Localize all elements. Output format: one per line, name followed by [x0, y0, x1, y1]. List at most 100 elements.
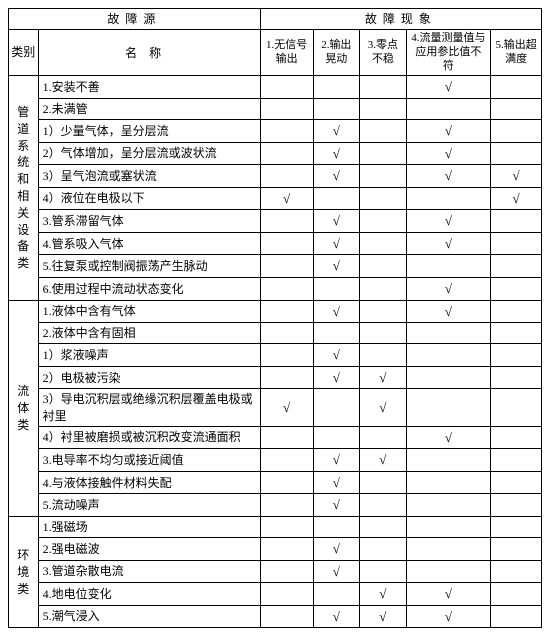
check-cell: [360, 560, 407, 583]
check-cell: [260, 278, 313, 301]
check-cell: [491, 278, 542, 301]
check-cell: [360, 165, 407, 188]
category-cell: 管道系统和相关设备类: [9, 76, 39, 300]
name-cell: 1）少量气体，呈分层流: [38, 120, 260, 143]
check-cell: [406, 449, 491, 472]
check-cell: [360, 426, 407, 449]
check-cell: [406, 471, 491, 494]
name-cell: 1.强磁场: [38, 516, 260, 537]
check-cell: [313, 426, 360, 449]
check-cell: [360, 76, 407, 99]
name-cell: 5.往复泵或控制阀振荡产生脉动: [38, 255, 260, 278]
name-cell: 4.管系吸入气体: [38, 232, 260, 255]
col-5: 5.输出超满度: [491, 30, 542, 76]
check-cell: [360, 538, 407, 561]
category-cell: 流体类: [9, 300, 39, 516]
check-cell: [260, 255, 313, 278]
name-cell: 4）衬里被磨损或被沉积改变流通面积: [38, 426, 260, 449]
check-cell: [260, 560, 313, 583]
check-cell: √: [406, 300, 491, 323]
check-cell: [260, 449, 313, 472]
table-row: 环境类1.强磁场: [9, 516, 542, 537]
check-cell: [360, 187, 407, 210]
check-cell: [491, 323, 542, 344]
check-cell: [360, 120, 407, 143]
name-cell: 3.管道杂散电流: [38, 560, 260, 583]
check-cell: [491, 605, 542, 628]
check-cell: √: [313, 471, 360, 494]
table-row: 3.管系滞留气体√√: [9, 210, 542, 233]
check-cell: [260, 426, 313, 449]
table-row: 2.液体中含有固相: [9, 323, 542, 344]
check-cell: √: [313, 538, 360, 561]
check-cell: [260, 232, 313, 255]
header-name: 名称: [38, 30, 260, 76]
name-cell: 3）呈气泡流或塞状流: [38, 165, 260, 188]
check-cell: [360, 516, 407, 537]
name-cell: 2.强电磁波: [38, 538, 260, 561]
check-cell: [406, 187, 491, 210]
header-row-2: 类别 名称 1.无信号输出 2.输出晃动 3.零点不稳 4.流量测量值与应用参比…: [9, 30, 542, 76]
check-cell: [260, 344, 313, 367]
check-cell: [360, 98, 407, 119]
check-cell: [260, 366, 313, 389]
check-cell: [491, 494, 542, 517]
check-cell: [491, 98, 542, 119]
header-symptom: 故障现象: [260, 9, 541, 30]
check-cell: [406, 366, 491, 389]
check-cell: [313, 187, 360, 210]
check-cell: √: [313, 300, 360, 323]
name-cell: 3）导电沉积层或绝缘沉积层覆盖电极或衬里: [38, 389, 260, 426]
check-cell: √: [313, 232, 360, 255]
name-cell: 4.地电位变化: [38, 583, 260, 606]
name-cell: 5.流动噪声: [38, 494, 260, 517]
name-cell: 2.液体中含有固相: [38, 323, 260, 344]
check-cell: [491, 449, 542, 472]
check-cell: √: [260, 187, 313, 210]
check-cell: [260, 120, 313, 143]
col-3: 3.零点不稳: [360, 30, 407, 76]
check-cell: [491, 232, 542, 255]
check-cell: [491, 538, 542, 561]
table-row: 3.管道杂散电流√: [9, 560, 542, 583]
table-row: 4）衬里被磨损或被沉积改变流通面积√: [9, 426, 542, 449]
check-cell: [260, 471, 313, 494]
check-cell: [491, 366, 542, 389]
table-row: 2.强电磁波 √: [9, 538, 542, 561]
check-cell: [260, 516, 313, 537]
name-cell: 4.与液体接触件材料失配: [38, 471, 260, 494]
check-cell: [260, 583, 313, 606]
check-cell: √: [491, 187, 542, 210]
category-cell: 环境类: [9, 516, 39, 627]
name-cell: 2）气体增加，呈分层流或波状流: [38, 142, 260, 165]
check-cell: [313, 323, 360, 344]
check-cell: [260, 210, 313, 233]
table-row: 流体类1.液体中含有气体√√: [9, 300, 542, 323]
check-cell: [260, 494, 313, 517]
col-2: 2.输出晃动: [313, 30, 360, 76]
check-cell: √: [360, 366, 407, 389]
check-cell: √: [406, 605, 491, 628]
check-cell: [260, 323, 313, 344]
check-cell: √: [260, 389, 313, 426]
check-cell: [360, 142, 407, 165]
name-cell: 2.未满管: [38, 98, 260, 119]
check-cell: [491, 300, 542, 323]
header-source: 故障源: [9, 9, 261, 30]
check-cell: [491, 516, 542, 537]
check-cell: [260, 300, 313, 323]
check-cell: √: [313, 366, 360, 389]
check-cell: √: [313, 449, 360, 472]
table-row: 4.与液体接触件材料失配 √: [9, 471, 542, 494]
check-cell: [260, 165, 313, 188]
check-cell: √: [360, 449, 407, 472]
check-cell: √: [313, 494, 360, 517]
check-cell: [491, 583, 542, 606]
table-row: 4）液位在电极以下√√: [9, 187, 542, 210]
check-cell: [406, 494, 491, 517]
check-cell: [260, 142, 313, 165]
name-cell: 3.电导率不均匀或接近阈值: [38, 449, 260, 472]
check-cell: [491, 389, 542, 426]
name-cell: 4）液位在电极以下: [38, 187, 260, 210]
col-1: 1.无信号输出: [260, 30, 313, 76]
